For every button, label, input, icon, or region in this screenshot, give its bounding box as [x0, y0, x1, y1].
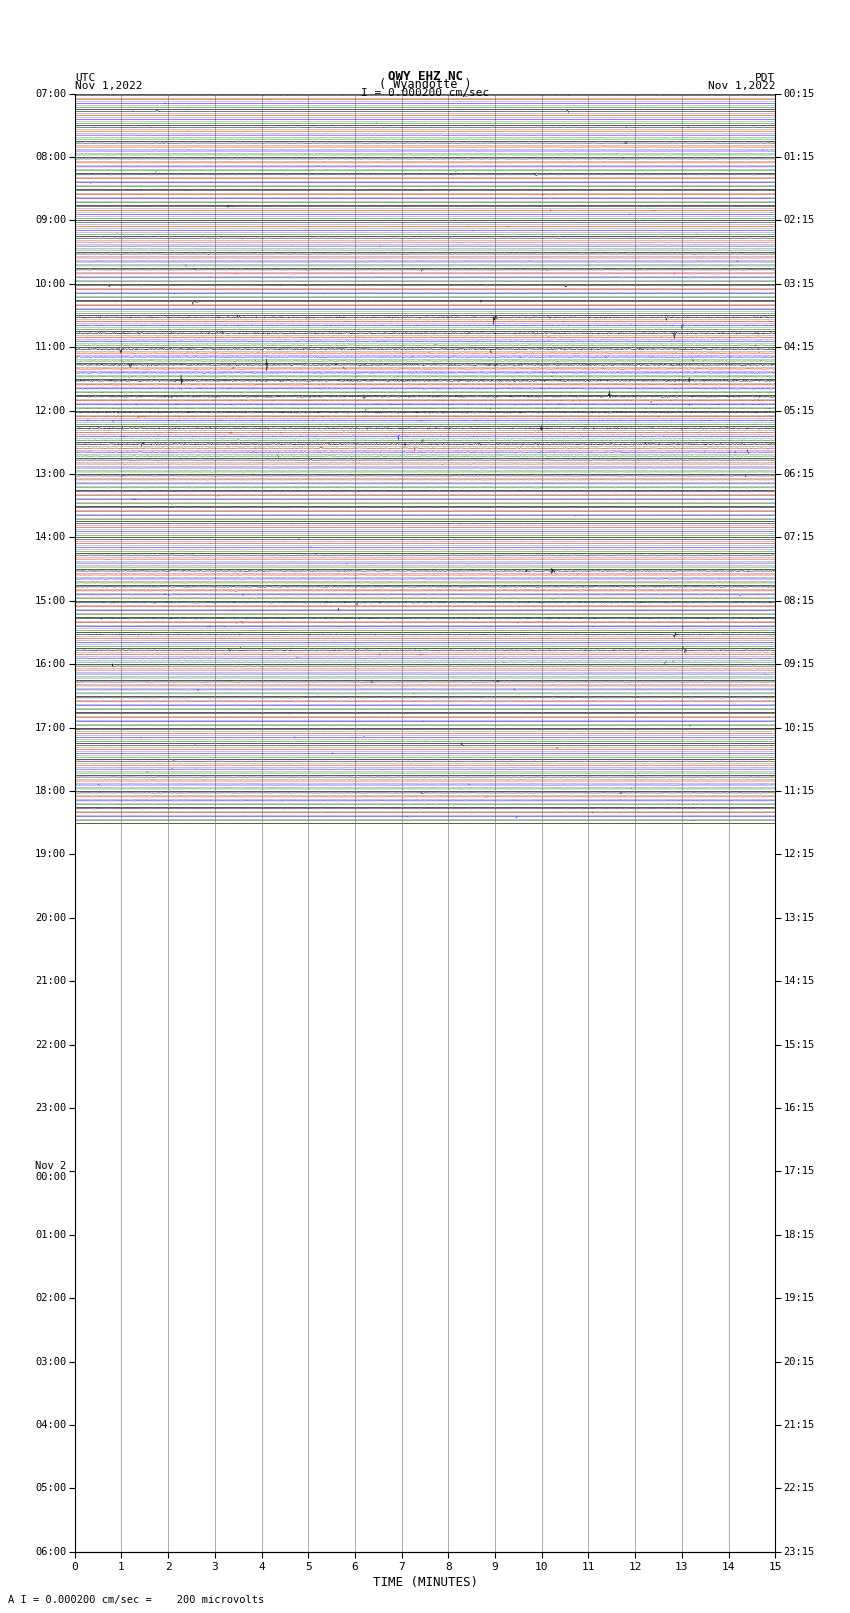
- Text: ( Wyandotte ): ( Wyandotte ): [379, 77, 471, 90]
- Text: I = 0.000200 cm/sec: I = 0.000200 cm/sec: [361, 89, 489, 98]
- Text: PDT: PDT: [755, 73, 775, 84]
- Text: Nov 1,2022: Nov 1,2022: [708, 81, 775, 90]
- Text: A I = 0.000200 cm/sec =    200 microvolts: A I = 0.000200 cm/sec = 200 microvolts: [8, 1595, 264, 1605]
- X-axis label: TIME (MINUTES): TIME (MINUTES): [372, 1576, 478, 1589]
- Text: Nov 1,2022: Nov 1,2022: [75, 81, 142, 90]
- Text: OWY EHZ NC: OWY EHZ NC: [388, 69, 462, 84]
- Text: UTC: UTC: [75, 73, 95, 84]
